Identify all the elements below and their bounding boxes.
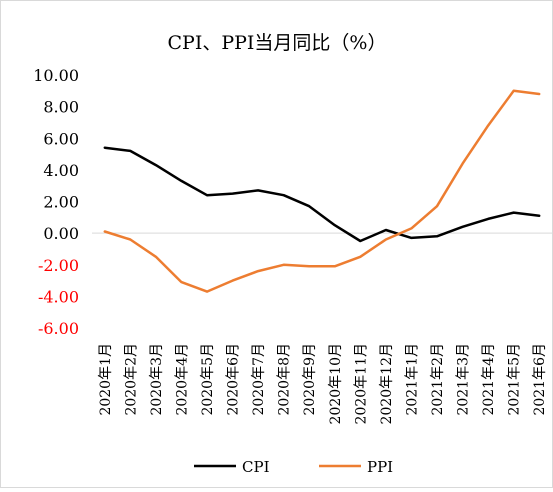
x-tick-label: 2021年4月 <box>481 343 497 416</box>
x-tick-label: 2020年6月 <box>226 343 242 416</box>
series-line-ppi <box>103 89 541 293</box>
x-tick-label: 2020年10月 <box>328 343 344 424</box>
y-tick-label: -6.00 <box>38 319 79 338</box>
x-tick-label: 2020年2月 <box>123 343 139 416</box>
y-tick-label: 10.00 <box>33 66 79 85</box>
x-tick-label: 2020年1月 <box>98 343 114 416</box>
x-tick-label: 2020年11月 <box>353 343 369 424</box>
y-tick-label: 4.00 <box>43 161 79 180</box>
x-tick-label: 2021年1月 <box>404 343 420 416</box>
y-tick-label: 0.00 <box>43 224 79 243</box>
legend: CPI PPI <box>194 458 393 476</box>
legend-label-cpi: CPI <box>242 458 270 476</box>
y-tick-label: -2.00 <box>38 256 79 275</box>
x-tick-label: 2020年8月 <box>277 343 293 416</box>
chart-axes: 10.00 8.00 6.00 4.00 2.00 0.00 -2.00 -4.00 -6.00… <box>33 66 552 424</box>
x-tick-label: 2020年5月 <box>200 343 216 416</box>
legend-label-ppi: PPI <box>367 458 393 476</box>
chart-title: CPI、PPI当月同比（%） <box>168 32 387 54</box>
x-tick-label: 2021年5月 <box>507 343 523 416</box>
x-tick-label: 2021年3月 <box>456 343 472 416</box>
y-tick-label: -4.00 <box>38 287 79 306</box>
x-tick-label: 2020年7月 <box>251 343 267 416</box>
x-tick-label: 2021年6月 <box>532 343 548 416</box>
x-tick-label: 2020年12月 <box>379 343 395 424</box>
series-line-cpi <box>103 146 541 243</box>
series-layer <box>103 89 541 293</box>
x-tick-label: 2020年3月 <box>149 343 165 416</box>
x-tick-label: 2020年4月 <box>174 343 190 416</box>
x-tick-label: 2020年9月 <box>302 343 318 416</box>
y-tick-label: 8.00 <box>43 98 79 117</box>
y-tick-label: 6.00 <box>43 129 79 148</box>
x-tick-label: 2021年2月 <box>430 343 446 416</box>
y-tick-label: 2.00 <box>43 193 79 212</box>
